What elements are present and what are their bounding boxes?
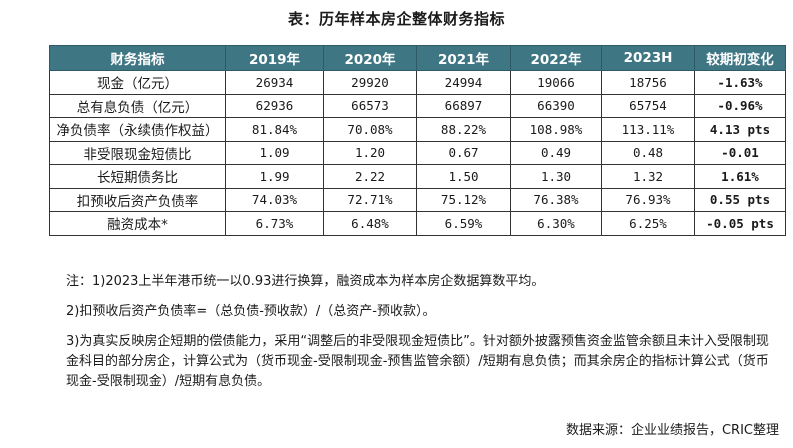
table-cell: 76.93% [601, 187, 695, 212]
table-row: 非受限现金短债比 1.09 1.20 0.67 0.49 0.48 -0.01 [49, 140, 786, 165]
note-3: 3)为真实反映房企短期的偿债能力，采用“调整后的非受限现金短债比”。针对额外披露… [66, 334, 769, 389]
table-cell: 6.30% [510, 211, 602, 236]
data-source: 数据来源：企业业绩报告，CRIC整理 [565, 423, 779, 438]
note-1: 注：1)2023上半年港币统一以0.93进行换算，融资成本为样本房企数据算数平均… [66, 274, 545, 289]
table-cell: 72.71% [323, 187, 417, 212]
table-row: 长短期债务比 1.99 2.22 1.50 1.30 1.32 1.61% [49, 164, 786, 189]
table-cell: 18756 [601, 70, 695, 95]
table-cell: 1.20 [323, 140, 417, 165]
table-row: 总有息负债（亿元） 62936 66573 66897 66390 65754 … [49, 93, 786, 118]
table-cell: 76.38% [510, 187, 602, 212]
table-cell: 62936 [225, 93, 324, 118]
column-header: 2020年 [323, 45, 417, 71]
column-header: 较期初变化 [694, 45, 786, 71]
column-header: 2022年 [510, 45, 602, 71]
table-cell: 0.48 [601, 140, 695, 165]
column-header: 2019年 [225, 45, 324, 71]
table-cell: 6.25% [601, 211, 695, 236]
change-cell: -0.05 pts [694, 211, 786, 236]
table-cell: 0.49 [510, 140, 602, 165]
table-row: 融资成本* 6.73% 6.48% 6.59% 6.30% 6.25% -0.0… [49, 211, 786, 236]
table-cell: 24994 [416, 70, 511, 95]
table-cell: 1.99 [225, 164, 324, 189]
table-row: 扣预收后资产负债率 74.03% 72.71% 75.12% 76.38% 76… [49, 187, 786, 212]
row-label: 现金（亿元） [49, 70, 226, 95]
column-header: 财务指标 [49, 45, 226, 71]
table-cell: 6.59% [416, 211, 511, 236]
row-label: 非受限现金短债比 [49, 140, 226, 165]
column-header: 2023H [601, 45, 695, 71]
change-cell: -0.01 [694, 140, 786, 165]
row-label: 总有息负债（亿元） [49, 93, 226, 118]
table-row: 净负债率（永续债作权益） 81.84% 70.08% 88.22% 108.98… [49, 117, 786, 142]
table-cell: 66897 [416, 93, 511, 118]
row-label: 长短期债务比 [49, 164, 226, 189]
table-cell: 113.11% [601, 117, 695, 142]
notes-section: 注：1)2023上半年港币统一以0.93进行换算，融资成本为样本房企数据算数平均… [66, 272, 776, 392]
table-cell: 108.98% [510, 117, 602, 142]
table-header-row: 财务指标 2019年 2020年 2021年 2022年 2023H 较期初变化 [49, 45, 786, 71]
table-cell: 6.48% [323, 211, 417, 236]
financial-indicators-table: 财务指标 2019年 2020年 2021年 2022年 2023H 较期初变化… [49, 45, 786, 236]
table-cell: 70.08% [323, 117, 417, 142]
table-cell: 19066 [510, 70, 602, 95]
table-cell: 75.12% [416, 187, 511, 212]
table-cell: 1.30 [510, 164, 602, 189]
table-cell: 1.09 [225, 140, 324, 165]
change-cell: -1.63% [694, 70, 786, 95]
row-label: 融资成本* [49, 211, 226, 236]
table-cell: 74.03% [225, 187, 324, 212]
table-cell: 29920 [323, 70, 417, 95]
table-cell: 1.32 [601, 164, 695, 189]
table-cell: 6.73% [225, 211, 324, 236]
table-cell: 66390 [510, 93, 602, 118]
table-cell: 1.50 [416, 164, 511, 189]
change-cell: 0.55 pts [694, 187, 786, 212]
table-cell: 2.22 [323, 164, 417, 189]
row-label: 扣预收后资产负债率 [49, 187, 226, 212]
change-cell: 4.13 pts [694, 117, 786, 142]
row-label: 净负债率（永续债作权益） [49, 117, 226, 142]
column-header: 2021年 [416, 45, 511, 71]
table-row: 现金（亿元） 26934 29920 24994 19066 18756 -1.… [49, 70, 786, 95]
table-cell: 26934 [225, 70, 324, 95]
table-cell: 65754 [601, 93, 695, 118]
table-cell: 88.22% [416, 117, 511, 142]
note-2: 2)扣预收后资产负债率=（总负债-预收款）/（总资产-预收款）。 [66, 304, 436, 319]
table-cell: 66573 [323, 93, 417, 118]
table-title: 表：历年样本房企整体财务指标 [287, 10, 505, 28]
change-cell: -0.96% [694, 93, 786, 118]
change-cell: 1.61% [694, 164, 786, 189]
table-cell: 81.84% [225, 117, 324, 142]
table-cell: 0.67 [416, 140, 511, 165]
